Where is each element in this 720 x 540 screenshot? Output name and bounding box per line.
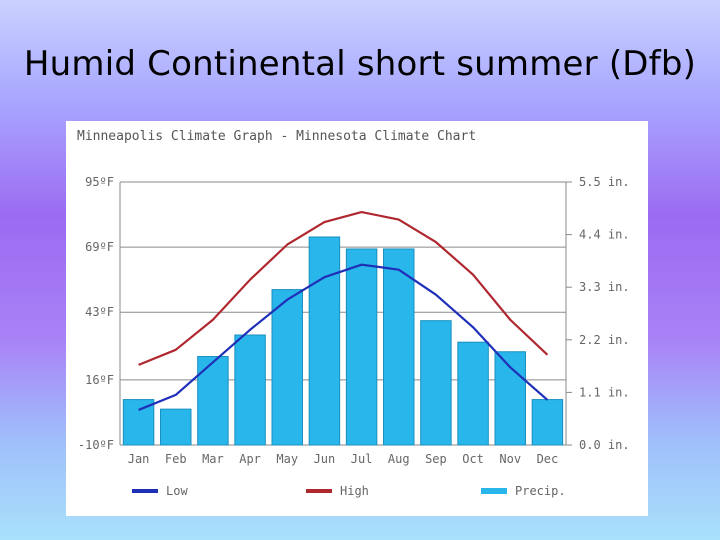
legend-label: Low bbox=[166, 484, 188, 498]
precip-bar bbox=[160, 408, 192, 446]
legend-swatch bbox=[481, 488, 507, 494]
precip-tick-label: 1.1 in. bbox=[579, 385, 630, 399]
temp-tick-label: 69ºF bbox=[85, 240, 114, 254]
legend-swatch bbox=[132, 489, 158, 493]
precip-bar bbox=[234, 334, 266, 446]
low-temp-line bbox=[138, 263, 549, 411]
month-label: Dec bbox=[537, 452, 559, 466]
precip-tick-label: 2.2 in. bbox=[579, 333, 630, 347]
month-label: May bbox=[276, 452, 298, 466]
month-label: Jun bbox=[314, 452, 336, 466]
chart-title: Minneapolis Climate Graph - Minnesota Cl… bbox=[77, 129, 476, 144]
slide-title: Humid Continental short summer (Dfb) bbox=[23, 44, 697, 84]
chart-svg: Minneapolis Climate Graph - Minnesota Cl… bbox=[77, 129, 630, 498]
precip-tick-label: 0.0 in. bbox=[579, 438, 630, 452]
month-label: Nov bbox=[499, 452, 521, 466]
precip-bar bbox=[197, 356, 229, 446]
month-label: Jul bbox=[351, 452, 373, 466]
month-label: Oct bbox=[462, 452, 484, 466]
precip-bar bbox=[457, 341, 489, 446]
temp-tick-label: 16ºF bbox=[85, 373, 114, 387]
month-label: Aug bbox=[388, 452, 410, 466]
precip-bar bbox=[271, 289, 303, 446]
month-label: Sep bbox=[425, 452, 447, 466]
temp-tick-label: 43ºF bbox=[85, 305, 114, 319]
precip-bar bbox=[122, 399, 155, 446]
month-label: Mar bbox=[202, 452, 224, 466]
legend-label: High bbox=[340, 484, 369, 498]
precip-tick-label: 3.3 in. bbox=[579, 280, 630, 294]
temp-tick-label: -10ºF bbox=[78, 438, 114, 452]
high-temp-line bbox=[138, 210, 549, 366]
precip-bar bbox=[383, 248, 415, 446]
month-label: Jan bbox=[128, 452, 150, 466]
climate-chart: Minneapolis Climate Graph - Minnesota Cl… bbox=[66, 121, 648, 516]
precip-tick-label: 4.4 in. bbox=[579, 228, 630, 242]
precip-tick-label: 5.5 in. bbox=[579, 175, 630, 189]
legend-swatch bbox=[306, 489, 332, 493]
precip-bar bbox=[308, 236, 341, 446]
month-label: Feb bbox=[165, 452, 187, 466]
month-label: Apr bbox=[239, 452, 261, 466]
legend-label: Precip. bbox=[515, 484, 566, 498]
temp-tick-label: 95ºF bbox=[85, 175, 114, 189]
precip-bar bbox=[494, 351, 526, 446]
precip-bar bbox=[531, 399, 564, 446]
precip-bar bbox=[345, 248, 378, 446]
precip-bar bbox=[420, 320, 452, 446]
